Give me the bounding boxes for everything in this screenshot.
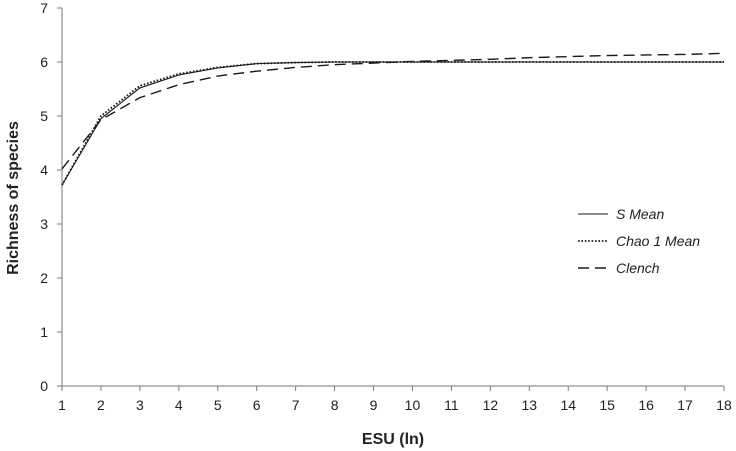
y-tick-label: 1: [40, 324, 48, 340]
series-lines: [61, 52, 725, 186]
y-tick-label: 3: [40, 216, 48, 232]
x-tick-label: 6: [253, 397, 261, 413]
y-tick-label: 6: [40, 54, 48, 70]
x-axis: 1 2 3 4 5 6 7 8 9 10 11 12 13 14 15 16 17 18: [58, 385, 732, 413]
x-tick-label: 14: [560, 397, 576, 413]
x-tick-label: 11: [444, 397, 459, 413]
y-tick-label: 0: [40, 378, 48, 394]
x-tick-label: 4: [175, 397, 183, 413]
legend: S Mean Chao 1 Mean Clench: [578, 206, 700, 276]
y-tick-label: 4: [40, 162, 48, 178]
legend-entry: S Mean: [616, 206, 664, 222]
y-tick-label: 2: [40, 270, 48, 286]
x-tick-label: 1: [58, 397, 66, 413]
x-axis-title: ESU (ln): [362, 431, 424, 448]
x-tick-label: 18: [716, 397, 732, 413]
y-axis-title: Richness of species: [5, 121, 22, 275]
y-tick-label: 7: [40, 0, 48, 16]
series-line-s-mean: [61, 61, 724, 186]
x-tick-label: 10: [405, 397, 421, 413]
x-tick-label: 9: [370, 397, 378, 413]
x-tick-label: 16: [638, 397, 654, 413]
x-tick-label: 17: [677, 397, 693, 413]
series-line-clench: [61, 52, 725, 170]
x-tick-label: 5: [214, 397, 222, 413]
y-tick-label: 5: [40, 108, 48, 124]
legend-entry: Clench: [616, 260, 660, 276]
x-tick-label: 13: [522, 397, 538, 413]
x-tick-label: 7: [292, 397, 300, 413]
x-tick-label: 15: [599, 397, 615, 413]
x-tick-label: 3: [136, 397, 144, 413]
y-axis: 0 1 2 3 4 5 6 7: [40, 0, 63, 394]
x-tick-label: 12: [483, 397, 499, 413]
legend-entry: Chao 1 Mean: [616, 233, 700, 249]
x-tick-label: 2: [97, 397, 105, 413]
x-tick-label: 8: [331, 397, 339, 413]
